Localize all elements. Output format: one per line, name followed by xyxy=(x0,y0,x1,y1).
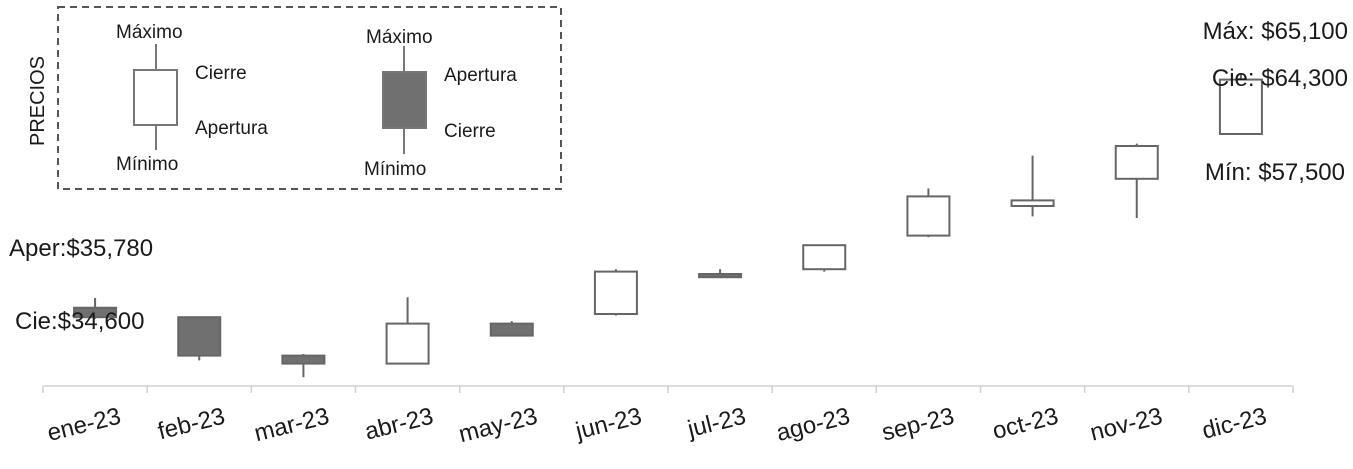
candle-oct-23 xyxy=(1010,155,1055,217)
candle-body-up xyxy=(593,270,638,316)
legend-border xyxy=(57,6,562,190)
legend-down-body xyxy=(382,71,427,129)
legend-down-candle xyxy=(382,46,427,154)
first-close-annotation: Cie:$34,600 xyxy=(15,308,144,335)
legend-title: PRECIOS xyxy=(27,56,49,146)
candles xyxy=(73,73,1263,378)
last-high-annotation: Máx: $65,100 xyxy=(1203,18,1348,45)
x-tick-label: jul-23 xyxy=(684,403,748,444)
candle-may-23 xyxy=(489,321,534,337)
candle-body-up xyxy=(906,195,951,237)
candle-body-down xyxy=(698,273,743,279)
candle-nov-23 xyxy=(1114,143,1159,218)
x-axis-labels: ene-23 feb-23 mar-23 abr-23 may-23 jun-23 jul-… xyxy=(44,403,1269,449)
x-tick-label: oct-23 xyxy=(990,403,1061,445)
x-tick-label: nov-23 xyxy=(1087,403,1165,447)
candle-body-down xyxy=(73,306,118,319)
candle-mar-23 xyxy=(281,354,326,378)
x-tick-label: mar-23 xyxy=(252,403,332,448)
x-tick-label: feb-23 xyxy=(155,403,228,446)
candle-abr-23 xyxy=(385,297,430,365)
legend-up-high-label: Máximo xyxy=(116,22,183,43)
candle-jul-23 xyxy=(698,269,743,279)
x-tick-label: jun-23 xyxy=(572,403,644,446)
legend: PRECIOS Máximo Cierre Apertura Mínimo Má… xyxy=(27,6,562,190)
last-low-annotation: Mín: $57,500 xyxy=(1205,159,1345,186)
legend-up-close-label: Cierre xyxy=(195,63,247,84)
last-close-annotation: Cie: $64,300 xyxy=(1212,65,1348,92)
x-tick-label: abr-23 xyxy=(362,403,436,446)
candle-body-up xyxy=(802,244,847,271)
candle-dic-23 xyxy=(1218,73,1263,135)
candle-body-up xyxy=(1218,78,1263,135)
x-tick-label: ene-23 xyxy=(44,403,123,447)
legend-up-body xyxy=(133,69,178,126)
legend-up-candle xyxy=(133,44,178,150)
first-open-annotation: Aper:$35,780 xyxy=(9,235,153,262)
candle-body-down xyxy=(281,354,326,365)
candle-body-up xyxy=(385,322,430,365)
candle-ago-23 xyxy=(802,244,847,272)
candle-body-down xyxy=(177,316,222,357)
legend-down-low-label: Mínimo xyxy=(364,159,426,180)
x-tick-label: dic-23 xyxy=(1199,403,1269,445)
legend-up-low-label: Mínimo xyxy=(116,154,178,175)
candle-sep-23 xyxy=(906,188,951,238)
x-axis-ticks xyxy=(42,386,1294,393)
candle-body-down xyxy=(489,322,534,337)
legend-down-close-label: Cierre xyxy=(444,121,496,142)
candle-body-up xyxy=(1114,145,1159,180)
x-tick-label: sep-23 xyxy=(879,403,957,447)
legend-down-high-label: Máximo xyxy=(366,27,433,48)
candle-ene-23 xyxy=(73,298,118,319)
candle-body-up xyxy=(1010,199,1055,207)
candle-feb-23 xyxy=(177,316,222,361)
x-tick-label: may-23 xyxy=(456,403,540,449)
x-tick-label: ago-23 xyxy=(774,403,853,447)
legend-up-open-label: Apertura xyxy=(195,118,268,139)
candle-jun-23 xyxy=(593,269,638,316)
legend-down-open-label: Apertura xyxy=(444,65,517,86)
